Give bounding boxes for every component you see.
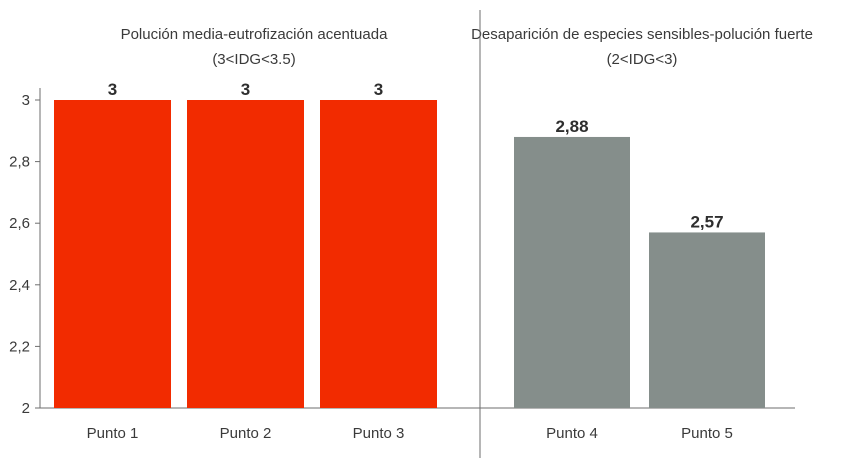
x-tick-label: Punto 2 [220, 425, 272, 442]
bar [514, 136, 630, 408]
x-tick-label: Punto 3 [353, 425, 405, 442]
data-label: 3 [241, 80, 250, 99]
group-2-title-line-1: Desaparición de especies sensibles-poluc… [471, 26, 813, 43]
data-label: 3 [108, 80, 117, 99]
x-tick-label: Punto 4 [546, 425, 598, 442]
group-1-title-line-1: Polución media-eutrofización acentuada [121, 26, 388, 43]
group-1-title-line-2: (3<IDG<3.5) [212, 51, 295, 68]
data-label: 2,88 [555, 117, 588, 136]
bar [320, 100, 437, 408]
y-tick-label: 2,4 [9, 277, 30, 294]
x-tick-label: Punto 5 [681, 425, 733, 442]
bar [187, 100, 304, 408]
data-label: 2,57 [690, 212, 723, 231]
group-titles: Polución media-eutrofización acentuada (… [121, 26, 813, 68]
group-2-title-line-2: (2<IDG<3) [607, 51, 678, 68]
bars [54, 100, 765, 408]
x-tick-label: Punto 1 [87, 425, 139, 442]
value-labels: 3 3 3 2,88 2,57 [108, 80, 724, 231]
y-tick-label: 2,2 [9, 338, 30, 355]
y-tick-label: 3 [22, 92, 30, 109]
bar [649, 232, 765, 408]
y-tick-label: 2,6 [9, 215, 30, 232]
y-tick-label: 2,8 [9, 154, 30, 171]
category-labels: Punto 1 Punto 2 Punto 3 Punto 4 Punto 5 [87, 425, 733, 442]
y-tick-label: 2 [22, 400, 30, 417]
bar [54, 100, 171, 408]
data-label: 3 [374, 80, 383, 99]
